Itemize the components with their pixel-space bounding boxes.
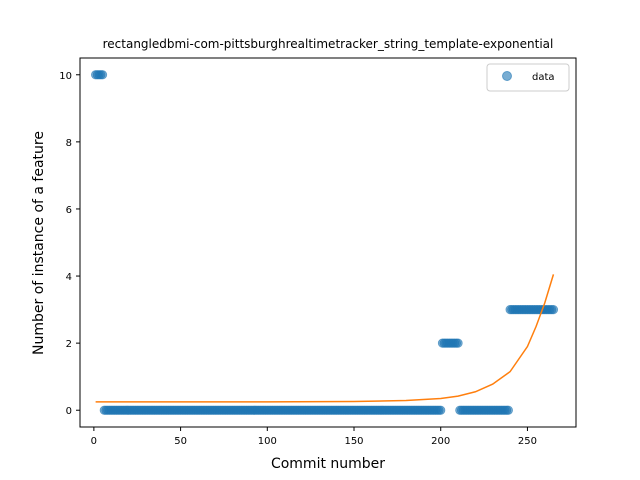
y-tick-label: 10 <box>59 71 72 82</box>
legend: data <box>487 64 569 91</box>
x-tick-label: 0 <box>91 436 97 447</box>
x-tick-label: 150 <box>344 436 363 447</box>
x-tick-label: 250 <box>518 436 537 447</box>
data-point <box>98 71 106 79</box>
y-tick-label: 4 <box>66 272 72 283</box>
y-tick-label: 8 <box>66 138 72 149</box>
y-axis-label: Number of instance of a feature <box>31 131 47 355</box>
legend-marker-data <box>503 72 512 81</box>
y-tick-label: 0 <box>66 406 72 417</box>
x-axis-label: Commit number <box>271 456 385 472</box>
data-point <box>549 305 557 313</box>
data-point <box>504 406 512 414</box>
data-point <box>454 339 462 347</box>
x-tick-label: 100 <box>258 436 277 447</box>
legend-box <box>487 64 569 91</box>
data-point <box>437 406 445 414</box>
y-tick-label: 2 <box>66 339 72 350</box>
x-tick-label: 200 <box>431 436 450 447</box>
y-tick-label: 6 <box>66 205 72 216</box>
x-tick-label: 50 <box>174 436 187 447</box>
legend-label-data: data <box>532 72 555 83</box>
chart-title: rectangledbmi-com-pittsburghrealtimetrac… <box>103 37 554 51</box>
